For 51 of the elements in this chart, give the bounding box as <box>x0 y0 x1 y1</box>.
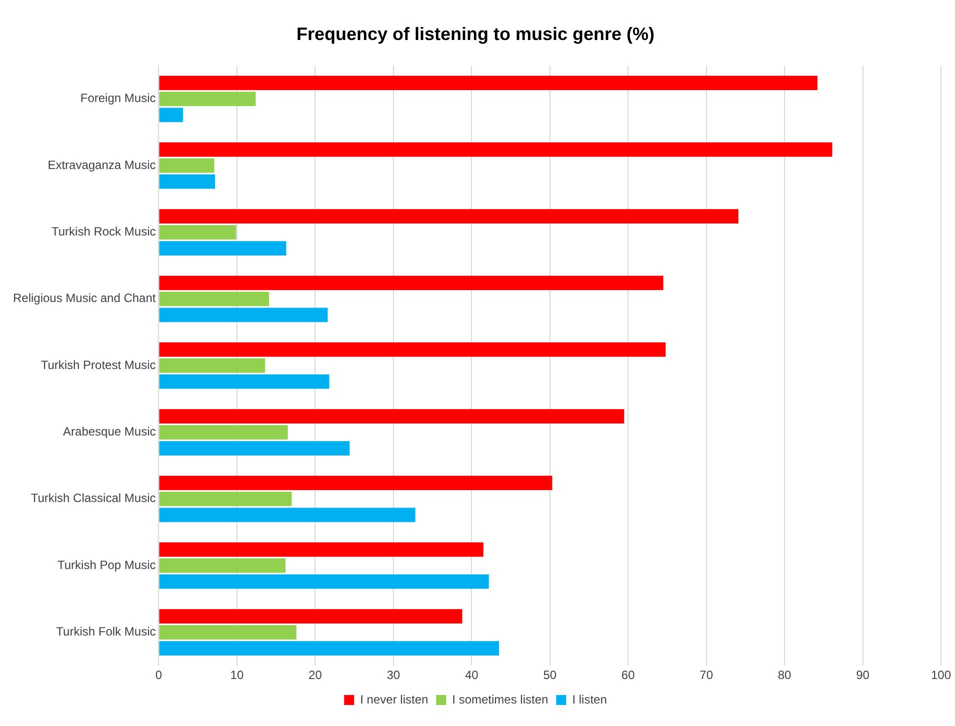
bar <box>159 174 216 189</box>
y-tick-label: Turkish Folk Music <box>56 624 156 639</box>
y-tick-label: Religious Music and Chant <box>12 291 156 306</box>
x-tick-label: 10 <box>230 668 244 682</box>
legend-label: I listen <box>572 692 607 706</box>
bar <box>159 225 236 240</box>
bar <box>159 409 624 424</box>
y-tick-label: Turkish Pop Music <box>57 558 156 572</box>
y-tick-label: Extravaganza Music <box>48 158 156 172</box>
bar <box>159 558 286 573</box>
x-tick-label: 50 <box>543 668 557 682</box>
bar <box>159 374 330 389</box>
bar <box>159 108 183 122</box>
x-tick-label: 70 <box>700 668 714 682</box>
bar <box>159 276 664 290</box>
x-tick-label: 90 <box>856 668 870 682</box>
bar <box>159 508 416 522</box>
bar <box>159 342 666 357</box>
legend-label: I sometimes listen <box>452 692 548 706</box>
bar <box>159 542 484 557</box>
bar <box>159 209 738 224</box>
x-tick-label: 80 <box>778 668 792 682</box>
bar <box>159 92 256 106</box>
bar <box>159 641 500 656</box>
x-tick-label: 40 <box>464 668 479 682</box>
bar <box>159 574 489 589</box>
x-tick-label: 30 <box>386 668 400 682</box>
y-tick-label: Turkish Rock Music <box>51 224 156 239</box>
chart-title: Frequency of listening to music genre (%) <box>296 24 655 44</box>
y-tick-label: Arabesque Music <box>63 424 156 439</box>
bar <box>159 308 328 322</box>
bar <box>159 142 832 157</box>
bar <box>159 158 214 173</box>
bar <box>159 425 288 440</box>
bar <box>159 492 292 506</box>
x-tick-label: 60 <box>621 668 636 682</box>
x-tick-label: 20 <box>308 668 322 682</box>
bar <box>159 358 266 373</box>
y-tick-label: Turkish Classical Music <box>30 491 156 506</box>
x-tick-label: 0 <box>155 668 162 682</box>
bar <box>159 76 818 90</box>
legend-label: I never listen <box>360 692 428 706</box>
x-tick-label: 100 <box>930 668 952 682</box>
bar <box>159 476 552 490</box>
bar <box>159 241 286 256</box>
bar <box>159 625 296 640</box>
bar <box>159 609 462 624</box>
bar <box>159 292 270 306</box>
y-tick-label: Foreign Music <box>80 91 156 106</box>
bar <box>159 441 350 456</box>
y-tick-label: Turkish Protest Music <box>40 358 156 372</box>
